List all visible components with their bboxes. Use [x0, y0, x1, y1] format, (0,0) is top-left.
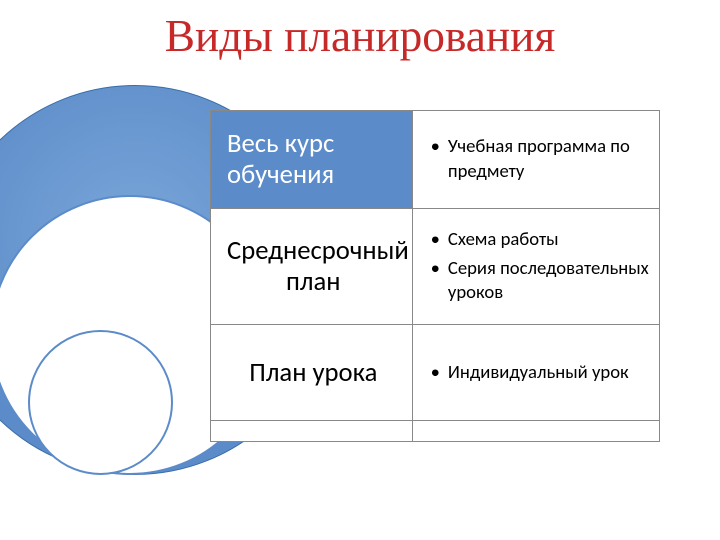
- item-text: Индивидуальный урок: [448, 361, 629, 385]
- cell-left: Среднесрочный план: [211, 209, 413, 324]
- circle-inner: [28, 330, 173, 475]
- bullet-icon: •: [431, 257, 440, 281]
- item-text: Схема работы: [448, 228, 559, 252]
- cell-left: План урока: [211, 325, 413, 420]
- item-text: Учебная программа по предмету: [448, 135, 649, 184]
- row-label: План урока: [227, 358, 400, 389]
- row-label: Весь курс обучения: [227, 129, 400, 190]
- cell-right: • Индивидуальный урок: [413, 325, 659, 420]
- bullet-icon: •: [431, 135, 440, 159]
- list-item: • Учебная программа по предмету: [431, 135, 649, 184]
- cell-left: [211, 421, 413, 441]
- bullet-icon: •: [431, 228, 440, 252]
- cell-right: [413, 421, 659, 441]
- item-text: Серия последовательных уроков: [448, 257, 649, 306]
- table-row: Весь курс обучения • Учебная программа п…: [211, 111, 659, 209]
- table-row: Среднесрочный план • Схема работы • Сери…: [211, 209, 659, 325]
- list-item: • Серия последовательных уроков: [431, 257, 649, 306]
- planning-table: Весь курс обучения • Учебная программа п…: [210, 110, 660, 442]
- list-item: • Схема работы: [431, 228, 649, 252]
- bullet-icon: •: [431, 361, 440, 385]
- table-row-empty: [211, 421, 659, 441]
- row-label: Среднесрочный план: [227, 236, 400, 297]
- cell-right: • Учебная программа по предмету: [413, 111, 659, 208]
- diagram: Весь курс обучения • Учебная программа п…: [80, 100, 660, 480]
- list-item: • Индивидуальный урок: [431, 361, 649, 385]
- cell-right: • Схема работы • Серия последовательных …: [413, 209, 659, 324]
- page-title: Виды планирования: [0, 0, 720, 62]
- table-row: План урока • Индивидуальный урок: [211, 325, 659, 421]
- cell-left: Весь курс обучения: [211, 111, 413, 208]
